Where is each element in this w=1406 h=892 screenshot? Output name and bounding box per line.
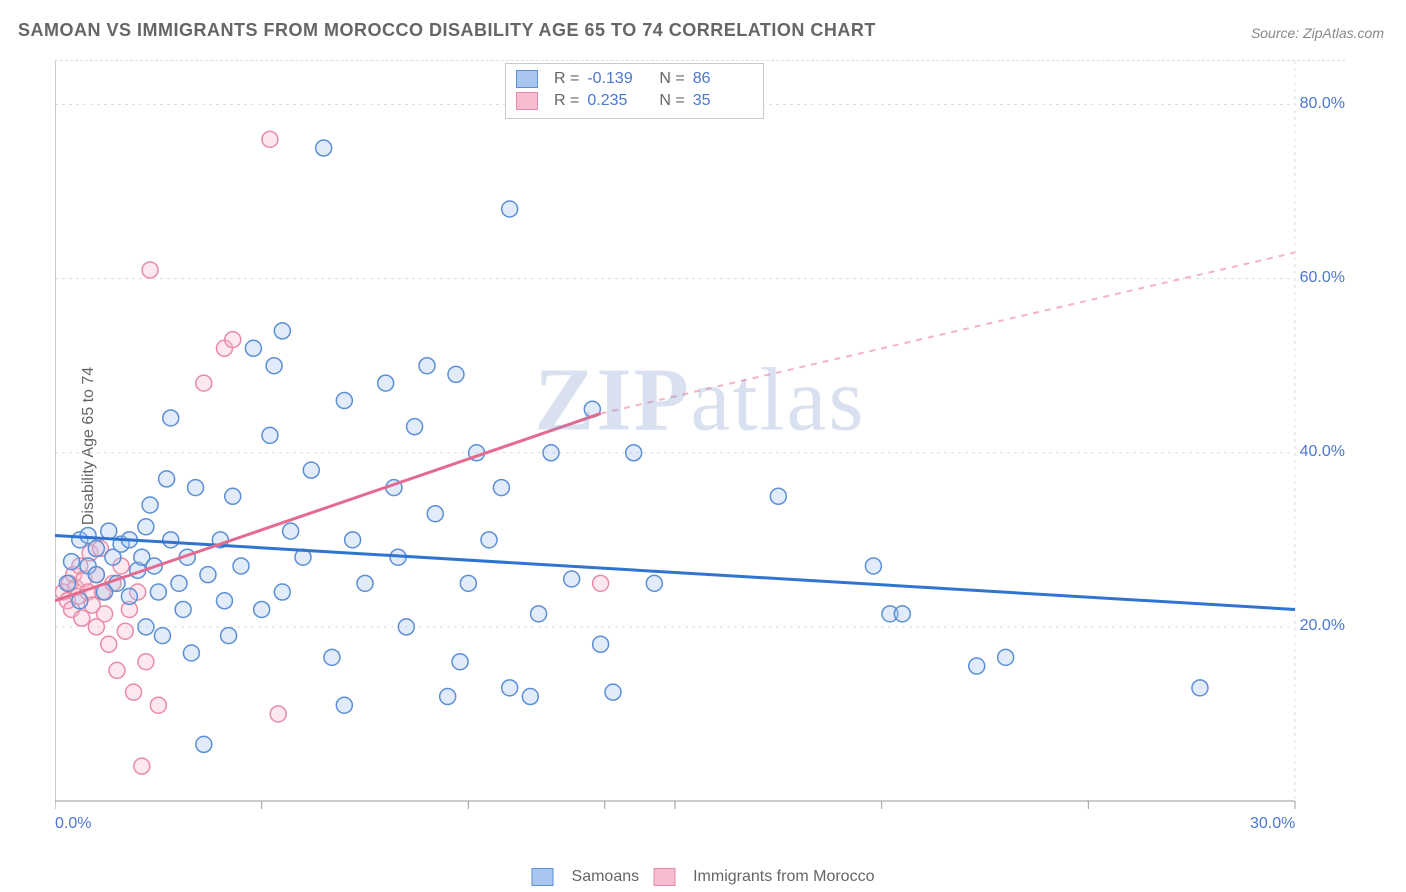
legend-swatch [516, 70, 538, 88]
y-tick-label: 40.0% [1300, 443, 1345, 461]
plot-area: ZIPatlas R =-0.139N =86R =0.235N =35 20.… [55, 60, 1345, 831]
stats-legend: R =-0.139N =86R =0.235N =35 [505, 63, 764, 119]
scatter-svg [55, 61, 1345, 831]
legend-label: Immigrants from Morocco [693, 868, 874, 886]
chart-title: SAMOAN VS IMMIGRANTS FROM MOROCCO DISABI… [18, 20, 876, 41]
legend-swatch [516, 92, 538, 110]
source-label: Source: ZipAtlas.com [1251, 25, 1384, 41]
y-tick-label: 20.0% [1300, 617, 1345, 635]
stats-row: R =-0.139N =86 [516, 68, 753, 90]
legend-label: Samoans [572, 868, 640, 886]
y-tick-label: 80.0% [1300, 95, 1345, 113]
x-tick-label: 0.0% [55, 815, 91, 833]
stats-row: R =0.235N =35 [516, 90, 753, 112]
series-legend: Samoans Immigrants from Morocco [532, 868, 875, 886]
legend-swatch [532, 868, 554, 886]
y-tick-label: 60.0% [1300, 269, 1345, 287]
x-tick-label: 30.0% [1250, 815, 1295, 833]
legend-swatch [653, 868, 675, 886]
